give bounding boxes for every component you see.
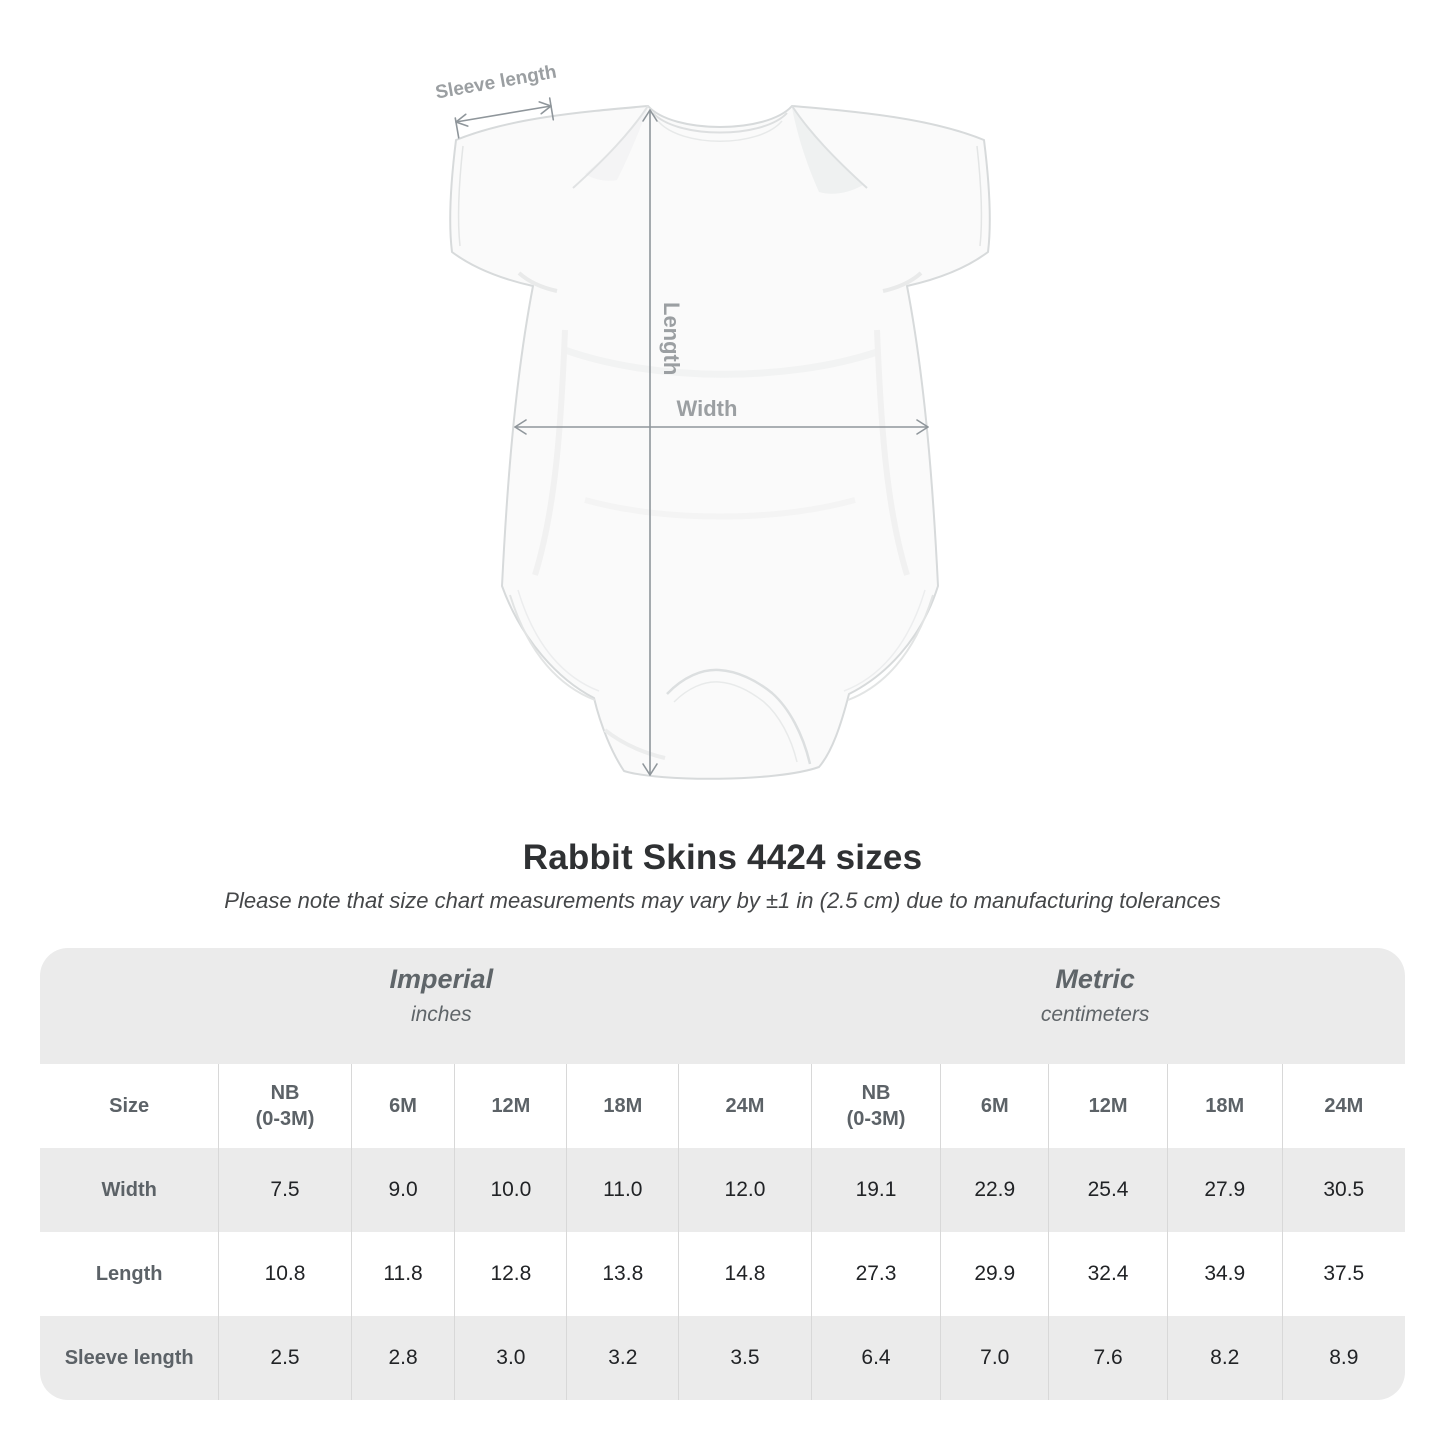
column-header-24m-imperial: 24M	[678, 1064, 812, 1148]
column-header-18m-metric: 18M	[1166, 1064, 1283, 1148]
onesie-diagram: Sleeve length Length Width	[415, 30, 1015, 820]
column-header-nb-imperial: NB (0-3M)	[218, 1064, 352, 1148]
table-header-imperial: Imperial inches	[390, 964, 494, 1027]
value-cell: 27.3	[810, 1232, 941, 1316]
value-cell: 32.4	[1048, 1232, 1168, 1316]
value-cell: 8.9	[1281, 1316, 1405, 1400]
metric-label: Metric	[1055, 964, 1135, 994]
measurements-table: Size NB (0-3M) 6M 12M 18M 24M NB (0-3M) …	[40, 1064, 1405, 1400]
value-cell: 13.8	[566, 1232, 679, 1316]
value-cell: 3.2	[566, 1316, 679, 1400]
value-cell: 12.8	[454, 1232, 567, 1316]
value-cell: 8.2	[1166, 1316, 1283, 1400]
column-header-size: Size	[109, 1095, 150, 1117]
sleeve-length-label: Sleeve length	[434, 62, 558, 104]
value-cell: 37.5	[1281, 1232, 1405, 1316]
value-cell: 22.9	[940, 1148, 1049, 1232]
value-cell: 7.6	[1048, 1316, 1168, 1400]
value-cell: 19.1	[810, 1148, 941, 1232]
value-cell: 25.4	[1048, 1148, 1168, 1232]
size-chart-table: Imperial inches Metric centimeters Size …	[40, 948, 1405, 1400]
row-label-width: Width	[101, 1178, 157, 1201]
row-label-length: Length	[95, 1262, 163, 1285]
size-note: Please note that size chart measurements…	[224, 888, 1221, 913]
width-arrow	[514, 419, 929, 435]
value-cell: 29.9	[940, 1232, 1049, 1316]
value-cell: 2.5	[218, 1316, 352, 1400]
value-cell: 7.5	[218, 1148, 352, 1232]
value-cell: 14.8	[678, 1232, 812, 1316]
page-title: Rabbit Skins 4424 sizes	[522, 838, 923, 877]
column-header-12m-metric: 12M	[1048, 1064, 1168, 1148]
table-row-width: Width 7.5 9.0 10.0 11.0 12.0 19.1 22.9 2…	[40, 1148, 1405, 1232]
value-cell: 12.0	[678, 1148, 812, 1232]
value-cell: 11.0	[566, 1148, 679, 1232]
value-cell: 3.0	[454, 1316, 567, 1400]
length-arrow	[642, 109, 658, 776]
sleeve-length-arrow	[454, 97, 555, 139]
garment-silhouette	[449, 105, 991, 780]
row-label-sleeve-length: Sleeve length	[64, 1346, 194, 1369]
imperial-unit-label: inches	[410, 1003, 472, 1026]
onesie-graphic: Sleeve length Length Width	[434, 62, 991, 780]
value-cell: 7.0	[940, 1316, 1049, 1400]
value-cell: 34.9	[1166, 1232, 1283, 1316]
value-cell: 27.9	[1166, 1148, 1283, 1232]
imperial-label: Imperial	[389, 964, 494, 994]
value-cell: 6.4	[810, 1316, 941, 1400]
value-cell: 9.0	[350, 1148, 455, 1232]
table-header-metric: Metric centimeters	[1041, 964, 1150, 1027]
column-header-6m-imperial: 6M	[350, 1064, 455, 1148]
table-row-length: Length 10.8 11.8 12.8 13.8 14.8 27.3 29.…	[40, 1232, 1405, 1316]
value-cell: 2.8	[350, 1316, 455, 1400]
column-header-6m-metric: 6M	[940, 1064, 1049, 1148]
column-header-nb-metric: NB (0-3M)	[810, 1064, 941, 1148]
value-cell: 10.0	[454, 1148, 567, 1232]
width-label: Width	[677, 396, 738, 421]
value-cell: 3.5	[678, 1316, 812, 1400]
column-header-18m-imperial: 18M	[566, 1064, 679, 1148]
length-label: Length	[659, 302, 684, 375]
unit-group-band: Imperial inches Metric centimeters	[40, 948, 1405, 1064]
table-row-sleeve-length: Sleeve length 2.5 2.8 3.0 3.2 3.5 6.4 7.…	[40, 1316, 1405, 1400]
metric-unit-label: centimeters	[1040, 1003, 1150, 1026]
value-cell: 30.5	[1281, 1148, 1405, 1232]
column-header-12m-imperial: 12M	[454, 1064, 567, 1148]
value-cell: 10.8	[218, 1232, 352, 1316]
column-header-24m-metric: 24M	[1281, 1064, 1405, 1148]
column-header-row: Size NB (0-3M) 6M 12M 18M 24M NB (0-3M) …	[40, 1064, 1405, 1148]
value-cell: 11.8	[350, 1232, 455, 1316]
